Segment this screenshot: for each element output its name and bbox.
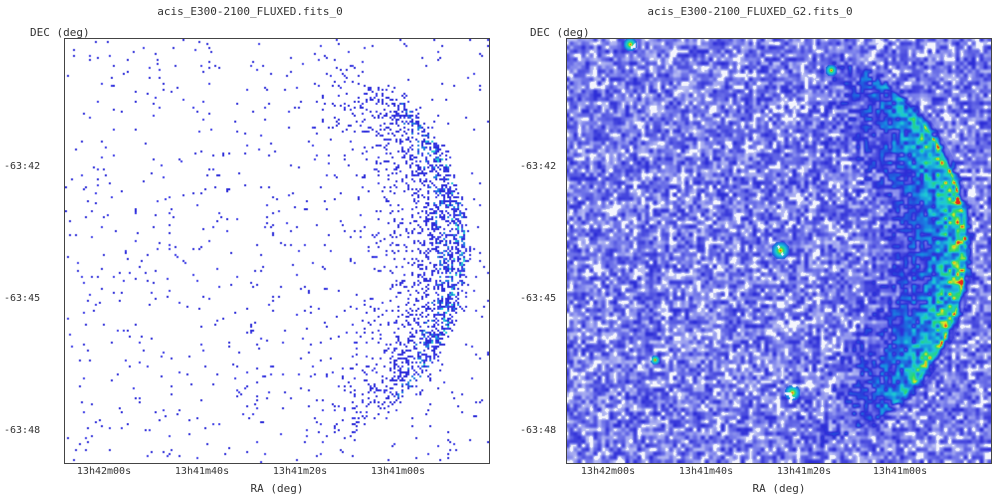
y-tick-label: -63:45	[4, 293, 41, 304]
right-panel: acis_E300-2100_FLUXED_G2.fits_0 DEC (deg…	[500, 0, 1000, 504]
x-tick-label: 13h41m20s	[272, 466, 328, 477]
y-tick-label: -63:42	[4, 161, 41, 172]
left-panel: acis_E300-2100_FLUXED.fits_0 DEC (deg) -…	[4, 5, 490, 495]
y-tick-label: -63:48	[4, 425, 41, 436]
x-tick-label: 13h42m00s	[76, 466, 132, 477]
y-tick-label: -63:42	[520, 161, 557, 172]
x-tick-label: 13h41m20s	[776, 466, 832, 477]
image-frame[interactable]	[64, 38, 490, 464]
x-tick-label: 13h41m40s	[678, 466, 734, 477]
x-tick-label: 13h41m00s	[370, 466, 426, 477]
panel-title: acis_E300-2100_FLUXED.fits_0	[157, 5, 343, 18]
y-tick-label: -63:48	[520, 425, 557, 436]
x-tick-label: 13h41m00s	[872, 466, 928, 477]
y-tick-label: -63:45	[520, 293, 557, 304]
image-frame[interactable]	[566, 38, 992, 464]
x-axis-label: RA (deg)	[752, 482, 806, 495]
x-axis-label: RA (deg)	[250, 482, 304, 495]
panel-title: acis_E300-2100_FLUXED_G2.fits_0	[647, 5, 853, 18]
x-tick-label: 13h41m40s	[174, 466, 230, 477]
xray-counts-image[interactable]	[65, 39, 489, 463]
x-tick-label: 13h42m00s	[580, 466, 636, 477]
y-axis-label: DEC (deg)	[530, 26, 590, 39]
smoothed-xray-image[interactable]	[567, 39, 991, 463]
y-axis-label: DEC (deg)	[30, 26, 90, 39]
